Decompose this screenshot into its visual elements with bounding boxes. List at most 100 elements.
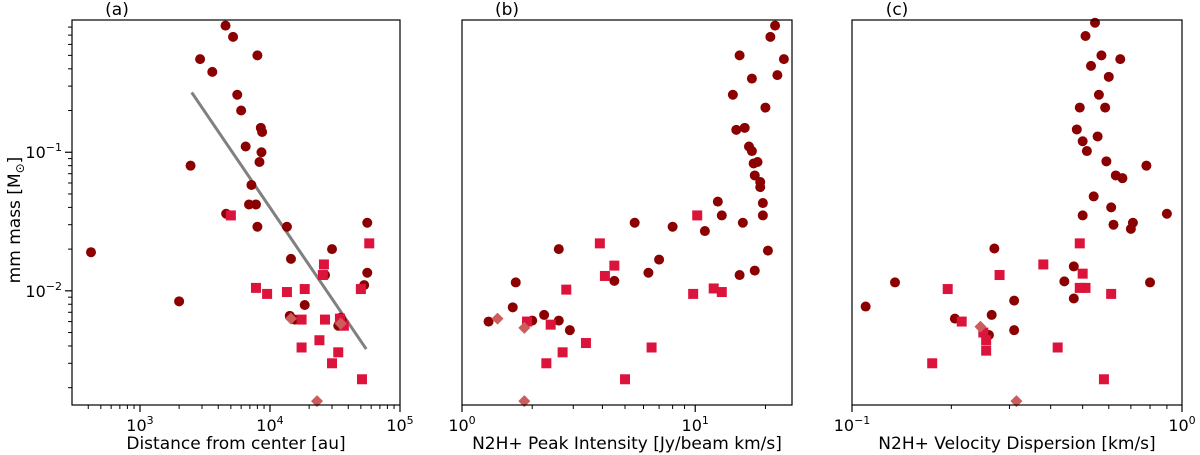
data-point-circle	[299, 300, 310, 311]
data-point-circle	[1092, 131, 1103, 142]
series-dark-circles	[483, 20, 789, 336]
data-point-circle	[246, 180, 257, 191]
series-dark-circles	[860, 17, 1172, 340]
data-point-circle	[734, 270, 745, 281]
data-point-circle	[712, 196, 723, 207]
data-point-circle	[1141, 160, 1152, 171]
data-point-circle	[1077, 210, 1088, 221]
data-point-diamond	[334, 317, 347, 330]
data-point-circle	[236, 105, 247, 116]
data-point-square	[1080, 282, 1091, 293]
data-point-square	[1052, 342, 1063, 353]
data-point-circle	[1074, 102, 1085, 113]
data-point-diamond	[491, 312, 504, 325]
data-point-circle	[207, 66, 218, 77]
data-point-circle	[1103, 71, 1114, 82]
data-point-circle	[285, 253, 296, 264]
data-point-square	[262, 288, 273, 299]
x-axis-label: N2H+ Peak Intensity [Jy/beam km/s]	[472, 434, 782, 454]
data-point-circle	[174, 296, 185, 307]
data-point-circle	[749, 265, 760, 276]
data-point-square	[364, 238, 375, 249]
data-point-circle	[1100, 102, 1111, 113]
data-point-circle	[749, 170, 760, 181]
data-point-diamond	[1010, 395, 1023, 408]
data-point-square	[716, 287, 727, 298]
data-point-circle	[737, 217, 748, 228]
data-point-square	[942, 284, 953, 295]
data-point-circle	[734, 50, 745, 61]
data-point-square	[599, 270, 610, 281]
data-point-square	[225, 210, 236, 221]
data-point-circle	[1059, 276, 1070, 287]
data-point-diamond	[284, 312, 297, 325]
panel-label: (a)	[105, 0, 129, 20]
x-tick-label: 104	[256, 414, 283, 435]
data-point-square	[557, 347, 568, 358]
series-dark-circles	[85, 20, 373, 331]
data-point-circle	[772, 70, 783, 81]
data-point-square	[981, 345, 992, 356]
data-point-square	[981, 335, 992, 346]
data-point-circle	[1090, 17, 1101, 28]
data-point-circle	[1009, 325, 1020, 336]
data-point-square	[541, 358, 552, 369]
data-point-circle	[1117, 173, 1128, 184]
data-point-square	[561, 284, 572, 295]
data-point-circle	[1068, 261, 1079, 272]
data-point-circle	[553, 244, 564, 255]
data-point-square	[296, 342, 307, 353]
data-point-circle	[483, 316, 494, 327]
data-point-circle	[195, 54, 206, 65]
data-point-circle	[1081, 146, 1092, 157]
data-point-square	[250, 282, 261, 293]
data-point-square	[327, 358, 338, 369]
data-point-diamond	[974, 320, 987, 333]
series-diamonds	[284, 312, 347, 408]
data-point-circle	[699, 226, 710, 237]
data-point-circle	[1096, 50, 1107, 61]
data-point-circle	[716, 210, 727, 221]
data-point-circle	[510, 277, 521, 288]
panel-label: (c)	[886, 0, 909, 20]
data-point-square	[620, 374, 631, 385]
data-point-circle	[85, 247, 96, 258]
data-point-square	[994, 270, 1005, 281]
data-point-square	[927, 358, 938, 369]
data-point-square	[545, 319, 556, 330]
data-point-circle	[609, 275, 620, 286]
data-point-circle	[327, 244, 338, 255]
data-point-square	[296, 314, 307, 325]
data-point-circle	[1071, 124, 1082, 135]
plot-frame	[71, 19, 401, 406]
data-point-circle	[281, 221, 292, 232]
data-point-square	[708, 283, 719, 294]
data-point-circle	[778, 54, 789, 65]
data-point-circle	[1115, 54, 1126, 65]
data-point-circle	[1080, 30, 1091, 41]
data-point-circle	[256, 147, 267, 158]
x-axis-label: Distance from center [au]	[126, 434, 345, 454]
data-point-circle	[1086, 60, 1097, 71]
data-point-circle	[564, 325, 575, 336]
data-point-square	[1074, 238, 1085, 249]
x-tick-label: 105	[386, 414, 413, 435]
data-point-square	[318, 259, 329, 270]
data-point-circle	[629, 217, 640, 228]
data-point-circle	[770, 20, 781, 31]
series-red-squares	[522, 210, 727, 385]
series-diamonds	[974, 320, 1023, 408]
fit-line	[190, 91, 368, 350]
data-point-circle	[362, 217, 373, 228]
y-axis-label-sub: ⊙	[13, 163, 27, 173]
data-point-circle	[1145, 277, 1156, 288]
data-point-square	[314, 335, 325, 346]
data-point-circle	[654, 254, 665, 265]
data-point-square	[646, 342, 657, 353]
y-tick-label: 10−1	[25, 141, 62, 162]
data-point-circle	[185, 160, 196, 171]
data-point-circle	[244, 199, 255, 210]
data-point-circle	[667, 221, 678, 232]
data-point-circle	[252, 50, 263, 61]
